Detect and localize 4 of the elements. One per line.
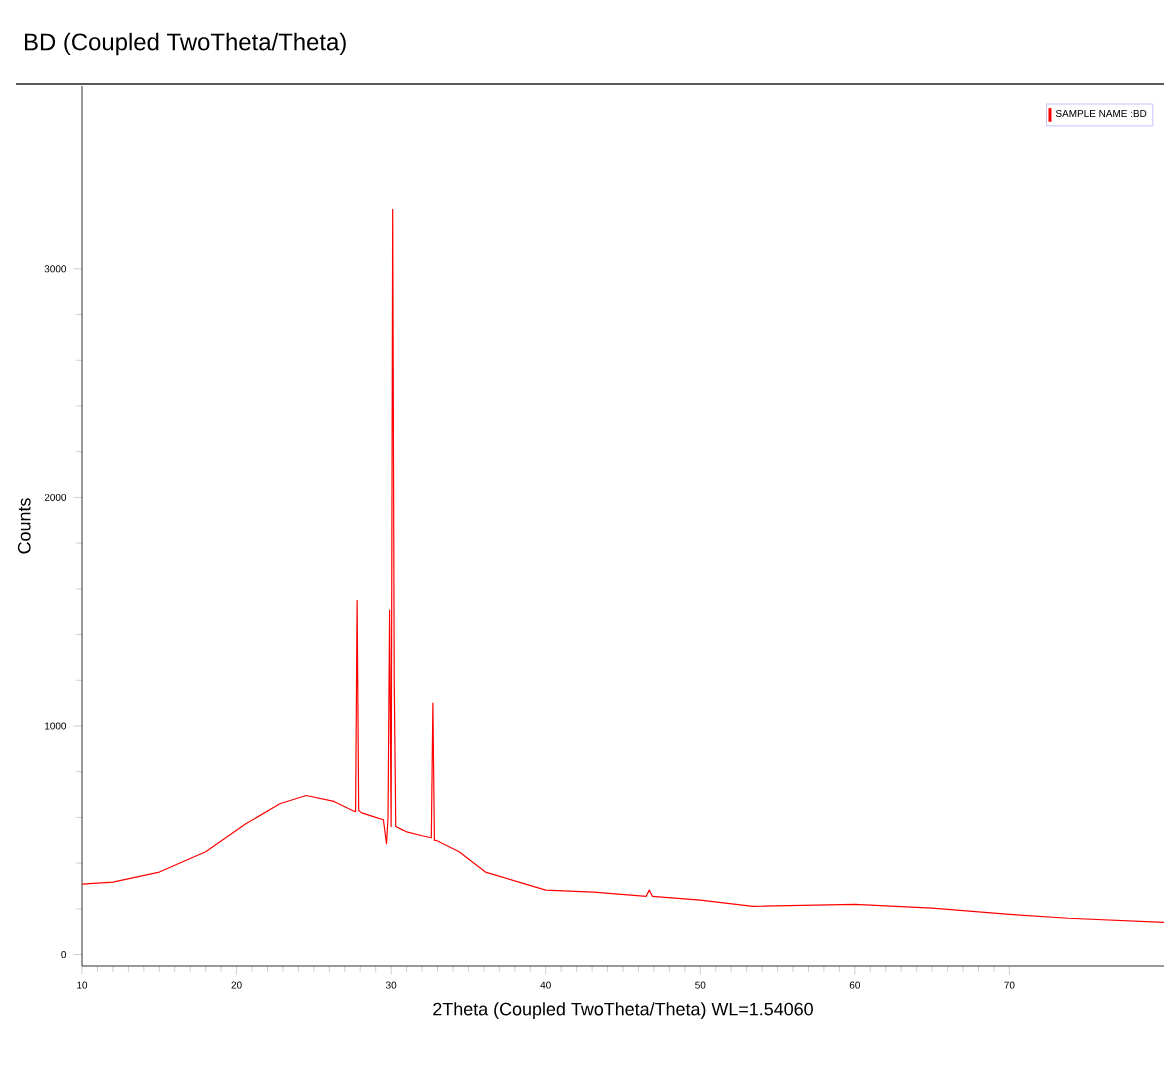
x-axis-title: 2Theta (Coupled TwoTheta/Theta) WL=1.54060 bbox=[433, 1002, 813, 1019]
y-axis-title: Counts bbox=[17, 498, 31, 554]
chart-title: BD (Coupled TwoTheta/Theta) bbox=[25, 32, 346, 56]
line-series bbox=[82, 208, 1164, 923]
